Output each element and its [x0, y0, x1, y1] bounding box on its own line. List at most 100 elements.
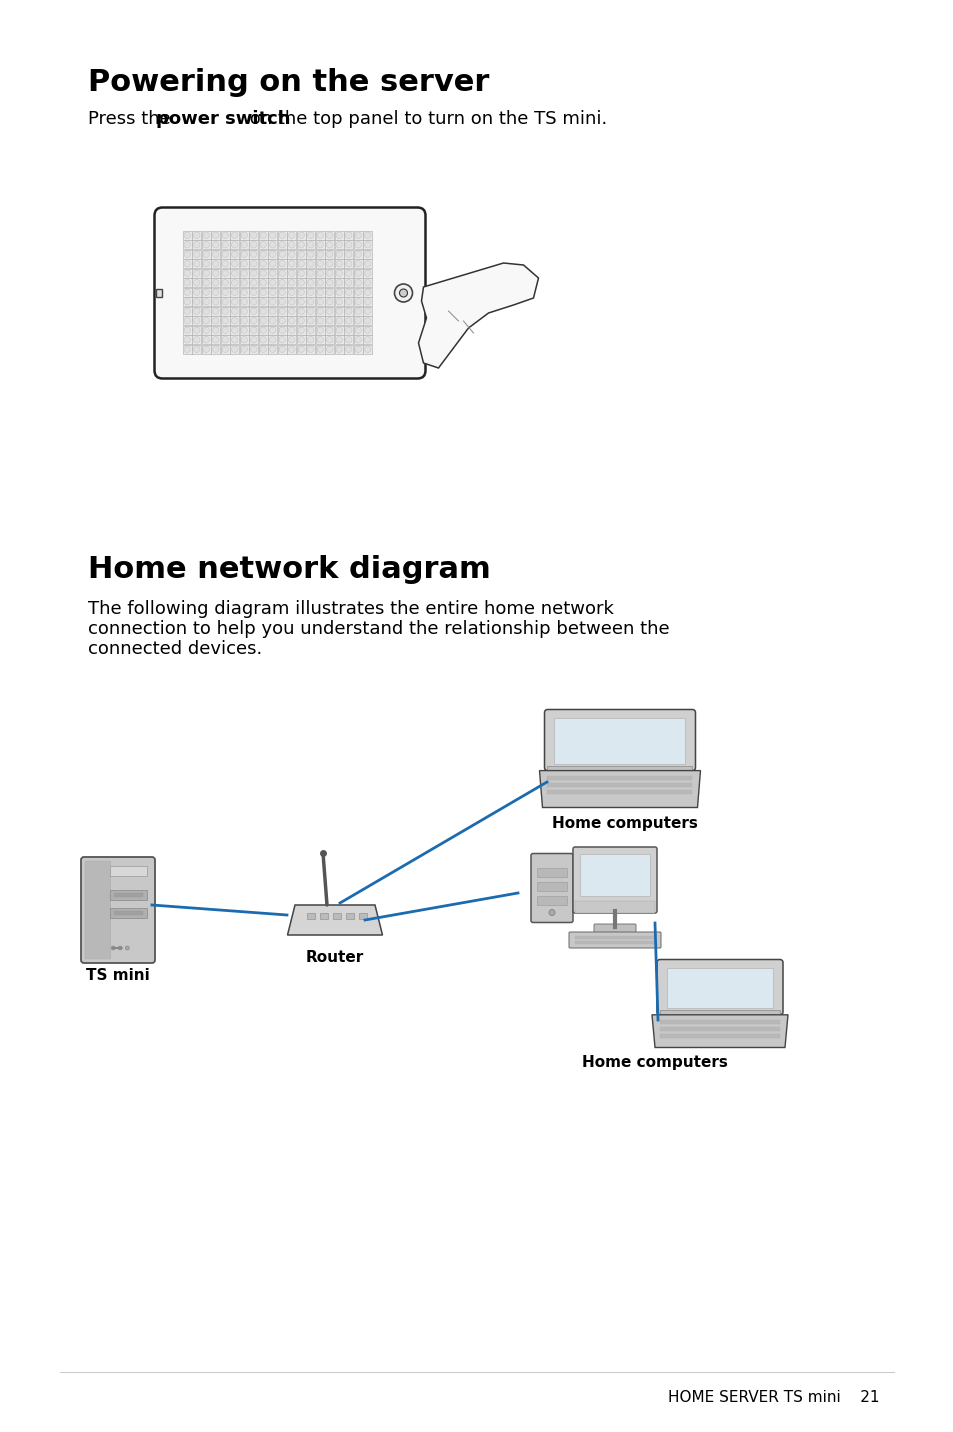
Circle shape: [269, 337, 275, 344]
Bar: [249, 249, 258, 259]
Bar: [211, 278, 220, 288]
Bar: [193, 316, 201, 325]
Bar: [268, 316, 277, 325]
Circle shape: [316, 298, 323, 305]
Circle shape: [316, 251, 323, 258]
Circle shape: [184, 308, 191, 315]
Bar: [193, 241, 201, 249]
Circle shape: [260, 261, 266, 266]
Circle shape: [288, 261, 294, 266]
Bar: [183, 306, 192, 315]
Polygon shape: [651, 1015, 787, 1047]
Circle shape: [297, 326, 304, 334]
Circle shape: [222, 298, 229, 305]
Bar: [258, 231, 268, 239]
Bar: [344, 249, 353, 259]
Bar: [363, 259, 372, 268]
Circle shape: [193, 242, 200, 248]
Bar: [579, 853, 649, 896]
Circle shape: [232, 271, 237, 276]
Bar: [306, 316, 314, 325]
Bar: [211, 335, 220, 344]
Bar: [258, 335, 268, 344]
Bar: [319, 914, 328, 919]
Bar: [230, 326, 239, 335]
Circle shape: [251, 251, 256, 258]
Bar: [335, 249, 343, 259]
Circle shape: [269, 232, 275, 239]
Bar: [239, 259, 249, 268]
Text: Home computers: Home computers: [581, 1055, 727, 1070]
Circle shape: [326, 251, 333, 258]
Circle shape: [251, 279, 256, 286]
Circle shape: [193, 298, 200, 305]
Bar: [211, 249, 220, 259]
Circle shape: [193, 347, 200, 352]
Circle shape: [241, 242, 247, 248]
Bar: [325, 269, 334, 278]
Bar: [335, 326, 343, 335]
Bar: [193, 269, 201, 278]
Bar: [554, 717, 685, 763]
Bar: [268, 278, 277, 288]
Bar: [110, 908, 147, 918]
Circle shape: [288, 251, 294, 258]
Circle shape: [335, 318, 342, 324]
Circle shape: [364, 232, 371, 239]
Circle shape: [222, 232, 229, 239]
Circle shape: [251, 289, 256, 295]
Bar: [258, 298, 268, 306]
Bar: [220, 345, 230, 354]
Circle shape: [241, 232, 247, 239]
Circle shape: [345, 251, 352, 258]
Bar: [258, 306, 268, 315]
Circle shape: [316, 261, 323, 266]
Bar: [268, 231, 277, 239]
Circle shape: [355, 242, 361, 248]
Bar: [344, 345, 353, 354]
Bar: [230, 288, 239, 296]
Circle shape: [193, 318, 200, 324]
Circle shape: [251, 271, 256, 276]
Circle shape: [241, 298, 247, 305]
Circle shape: [316, 347, 323, 352]
Bar: [113, 911, 143, 915]
Bar: [344, 269, 353, 278]
Circle shape: [278, 232, 285, 239]
Circle shape: [316, 318, 323, 324]
Text: The following diagram illustrates the entire home network: The following diagram illustrates the en…: [88, 600, 613, 619]
Bar: [183, 288, 192, 296]
Circle shape: [260, 298, 266, 305]
Circle shape: [232, 308, 237, 315]
Bar: [183, 259, 192, 268]
Circle shape: [213, 298, 219, 305]
Circle shape: [222, 289, 229, 295]
Circle shape: [213, 347, 219, 352]
Bar: [211, 269, 220, 278]
Bar: [193, 335, 201, 344]
Bar: [354, 269, 362, 278]
Circle shape: [335, 326, 342, 334]
Bar: [325, 316, 334, 325]
Bar: [239, 306, 249, 315]
Bar: [220, 269, 230, 278]
Circle shape: [278, 289, 285, 295]
Bar: [249, 306, 258, 315]
Bar: [287, 326, 295, 335]
Bar: [354, 306, 362, 315]
Circle shape: [269, 318, 275, 324]
Circle shape: [251, 232, 256, 239]
Bar: [325, 288, 334, 296]
Bar: [202, 316, 211, 325]
Circle shape: [326, 337, 333, 344]
Circle shape: [364, 289, 371, 295]
Circle shape: [335, 251, 342, 258]
Circle shape: [335, 347, 342, 352]
Circle shape: [260, 326, 266, 334]
Bar: [249, 335, 258, 344]
Bar: [315, 278, 324, 288]
Circle shape: [364, 318, 371, 324]
Circle shape: [260, 251, 266, 258]
Circle shape: [232, 289, 237, 295]
Circle shape: [213, 271, 219, 276]
